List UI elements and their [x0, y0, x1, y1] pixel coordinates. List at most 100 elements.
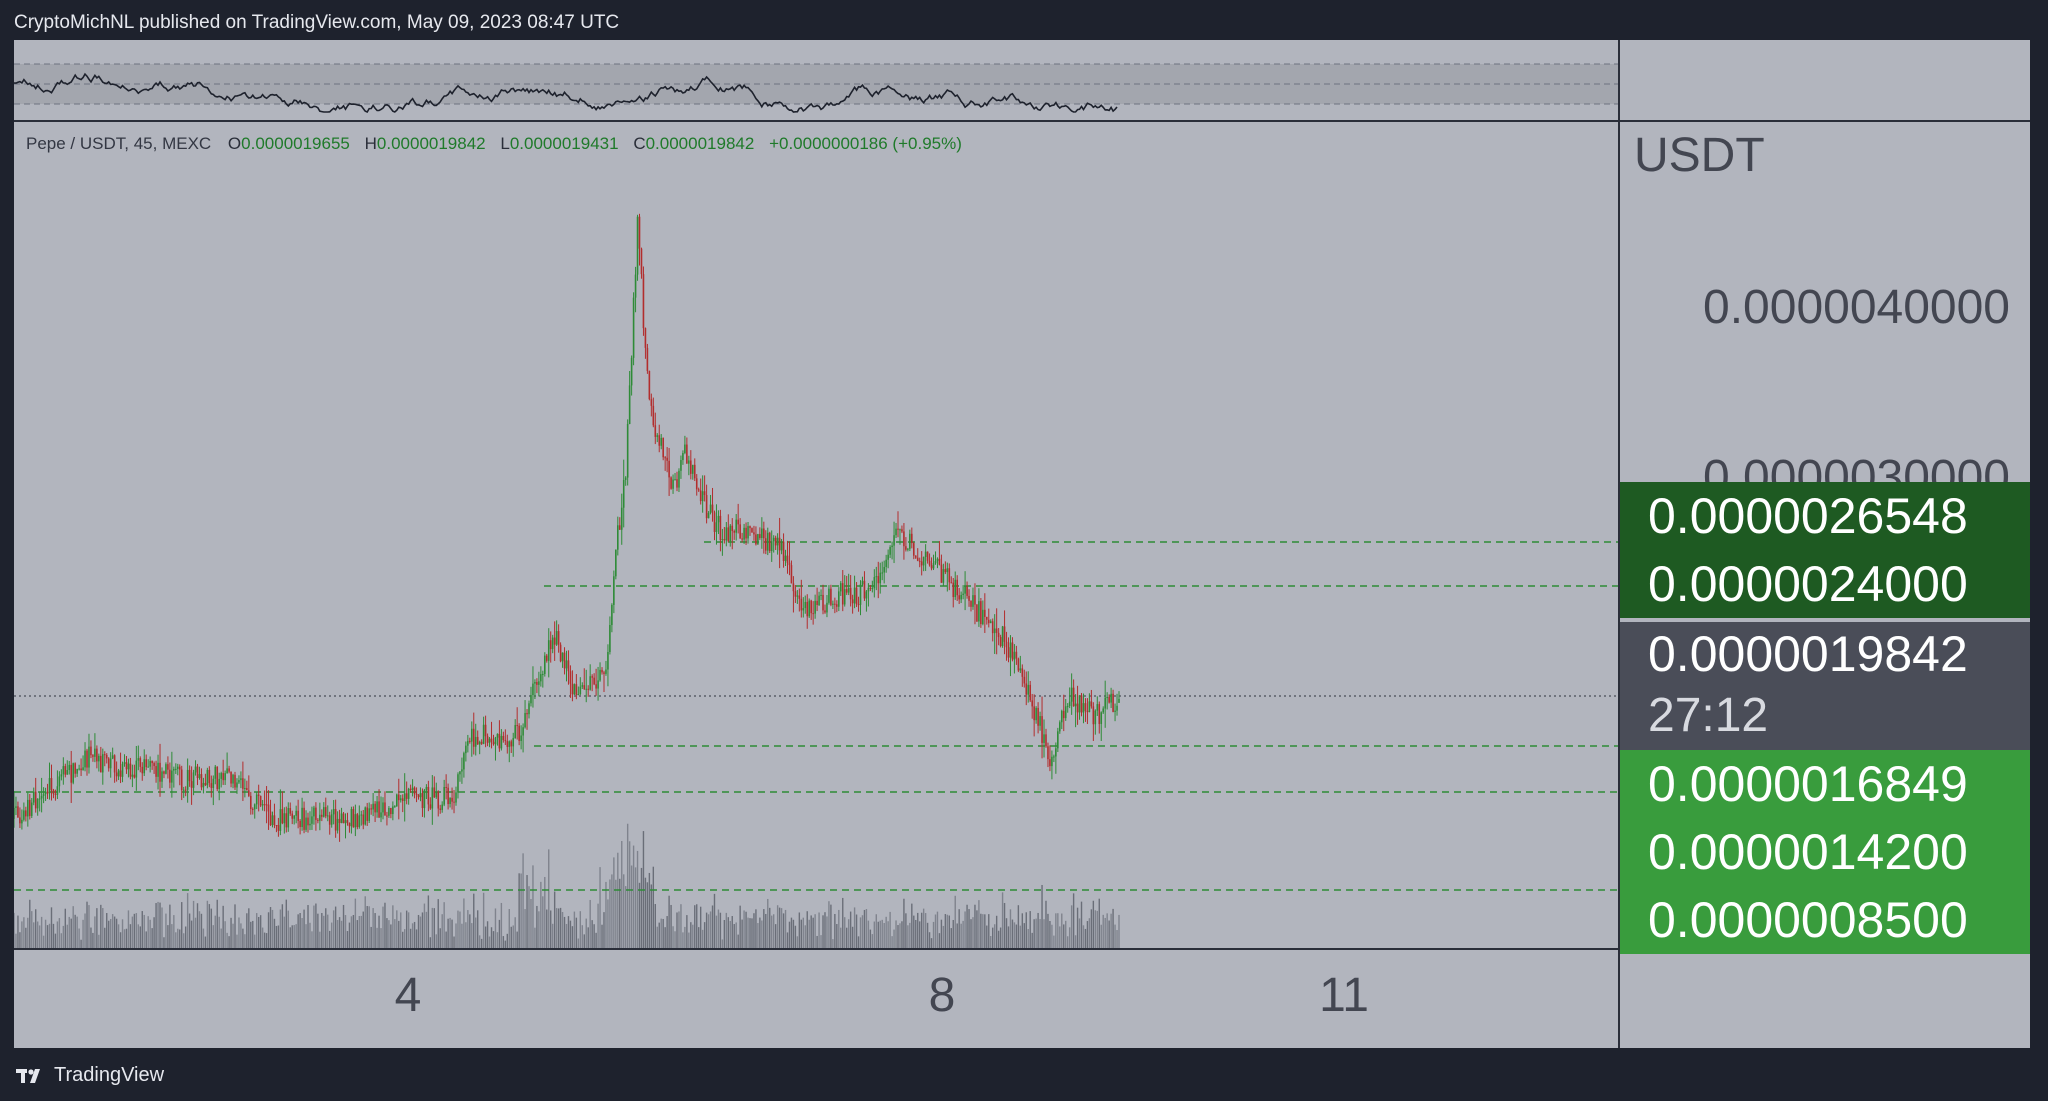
candle-body [841, 583, 844, 605]
volume-bar [321, 913, 323, 948]
candle-body [723, 539, 726, 541]
candle-body [974, 595, 976, 605]
volume-bar [31, 911, 33, 948]
volume-bar [106, 913, 108, 948]
candle-body [942, 569, 945, 583]
candle-body [1013, 651, 1016, 660]
volume-bar [257, 916, 260, 948]
volume-bar [488, 936, 491, 948]
candle-body [321, 814, 323, 817]
volume-bar [1104, 917, 1106, 948]
volume-bar [246, 913, 248, 948]
candle-body [946, 568, 949, 573]
volume-bar [956, 923, 958, 948]
volume-bar [121, 919, 124, 948]
time-tick-label: 8 [928, 969, 956, 1022]
volume-bar [378, 915, 380, 948]
candle-body [50, 778, 53, 790]
candle-body [80, 768, 82, 771]
candle-body [575, 684, 578, 695]
volume-bar [579, 911, 582, 948]
volume-bar [782, 913, 785, 948]
volume-bar [721, 939, 724, 948]
volume-bar [155, 903, 157, 948]
volume-bar [210, 908, 213, 948]
candle-body [153, 763, 155, 767]
volume-bar [844, 917, 846, 948]
support-price-label: 0.0000008500 [1620, 886, 2030, 954]
volume-bar [263, 932, 266, 948]
volume-bar [699, 906, 702, 948]
candle-body [364, 807, 367, 825]
candle-body [1023, 676, 1026, 684]
volume-bar [1015, 924, 1018, 948]
volume-bar [536, 905, 538, 948]
volume-bar [1096, 910, 1098, 948]
volume-bar [926, 922, 929, 948]
volume-bar [737, 934, 739, 948]
volume-bar [461, 923, 463, 948]
volume-bar [569, 920, 572, 948]
volume-bar [1029, 911, 1031, 948]
candle-body [879, 572, 882, 584]
volume-bar [709, 911, 712, 948]
current-price-value: 0.0000019842 [1648, 626, 1968, 682]
volume-bar [27, 917, 29, 948]
volume-bar [283, 916, 286, 948]
volume-bar [834, 913, 836, 948]
volume-bar [334, 906, 337, 948]
candle-body [867, 587, 870, 592]
candle-body [680, 460, 682, 471]
volume-bar [810, 915, 812, 948]
volume-bar [678, 911, 680, 948]
volume-bar [686, 915, 688, 948]
candle-body [267, 804, 270, 812]
volume-bar [455, 923, 457, 948]
volume-bar [163, 937, 165, 948]
candle-body [317, 819, 319, 821]
candle-body [814, 600, 816, 614]
open-label: O [227, 134, 242, 153]
volume-bar [115, 918, 118, 948]
candle-body [96, 748, 98, 762]
volume-bar [822, 915, 824, 948]
volume-bar [109, 918, 112, 948]
candle-body [419, 793, 422, 798]
volume-bar [238, 917, 240, 948]
volume-bar [68, 916, 70, 948]
volume-bar [550, 910, 552, 948]
volume-bar [139, 926, 141, 948]
candle-body [555, 631, 558, 645]
volume-bar [279, 909, 282, 948]
candle-body [447, 787, 449, 805]
candle-body [354, 814, 357, 828]
candle-body [861, 580, 864, 585]
candle-body [433, 787, 436, 798]
volume-bar [427, 895, 430, 948]
candle-body [70, 764, 73, 783]
candle-body [338, 818, 341, 823]
volume-bar [500, 902, 503, 948]
candle-body [74, 763, 76, 774]
volume-bar [784, 909, 787, 948]
volume-bar [1009, 909, 1012, 948]
candle-body [691, 464, 694, 474]
candle-body [697, 489, 700, 491]
volume-bar [548, 849, 550, 948]
volume-bar [228, 936, 230, 948]
candle-body [111, 755, 114, 759]
volume-bar [806, 911, 808, 948]
volume-bar [407, 912, 410, 948]
resistance-price-label: 0.0000026548 [1620, 482, 2030, 550]
footer-brand[interactable]: TradingView [16, 1064, 164, 1087]
candle-body [388, 807, 390, 816]
volume-bar [1053, 935, 1055, 948]
volume-bar [1114, 924, 1116, 948]
volume-bar [869, 929, 872, 948]
candle-body [119, 770, 122, 777]
candle-body [849, 587, 852, 600]
volume-bar [976, 910, 978, 948]
volume-bar [816, 935, 818, 948]
candle-body [551, 637, 554, 650]
candle-body [1009, 642, 1012, 658]
